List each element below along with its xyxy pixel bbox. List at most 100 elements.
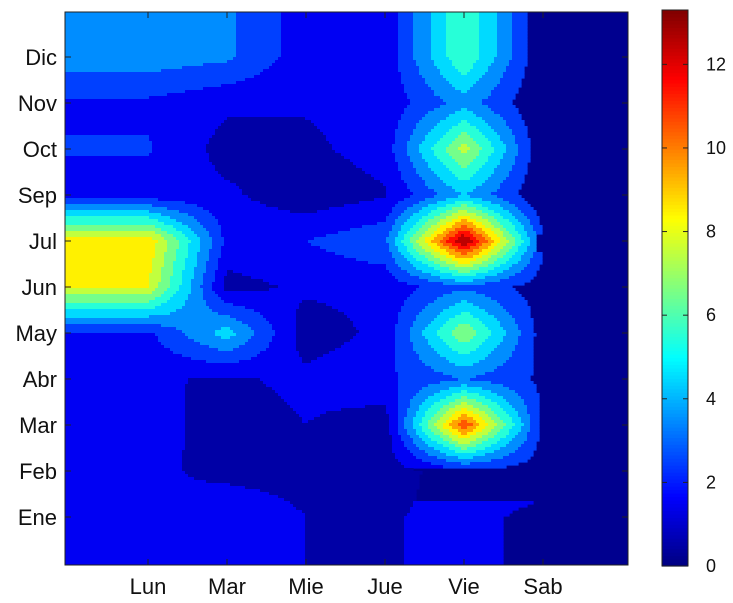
contour-band: [65, 342, 162, 346]
contour-band: [410, 189, 435, 193]
contour-band: [512, 12, 528, 16]
contour-band: [413, 162, 429, 166]
contour-band: [497, 39, 513, 43]
contour-band: [455, 201, 474, 205]
contour-band: [386, 192, 414, 196]
contour-band: [473, 228, 483, 232]
contour-band: [185, 414, 300, 418]
contour-band: [161, 342, 201, 346]
contour-band: [404, 546, 504, 550]
contour-band: [491, 399, 507, 403]
contour-band: [473, 417, 483, 421]
contour-band: [440, 381, 492, 385]
contour-band: [422, 246, 432, 250]
contour-band: [413, 33, 432, 37]
contour-band: [506, 120, 525, 124]
contour-band: [410, 240, 417, 244]
contour-band: [281, 33, 399, 37]
colorbar-swatch: [662, 395, 688, 400]
contour-band: [65, 270, 153, 274]
contour-band: [185, 438, 393, 442]
contour-band: [425, 399, 441, 403]
contour-band: [236, 24, 282, 28]
contour-band: [446, 42, 480, 46]
contour-band: [65, 105, 408, 109]
contour-band: [494, 348, 516, 352]
contour-band: [503, 336, 519, 340]
contour-band: [428, 204, 447, 208]
contour-band: [455, 174, 474, 178]
contour-band: [206, 261, 219, 265]
contour-band: [485, 135, 501, 139]
contour-band: [215, 129, 321, 133]
contour-band: [173, 261, 186, 265]
contour-band: [65, 60, 228, 64]
contour-band: [65, 450, 183, 454]
contour-band: [518, 207, 534, 211]
contour-band: [230, 315, 264, 319]
contour-band: [158, 336, 189, 340]
contour-band: [305, 525, 405, 529]
contour-band: [488, 414, 498, 418]
contour-band: [452, 375, 477, 379]
contour-band: [509, 453, 534, 457]
contour-band: [479, 240, 489, 244]
contour-band: [455, 255, 474, 259]
contour-band: [311, 120, 399, 124]
contour-band: [419, 435, 429, 439]
contour-band: [461, 219, 468, 223]
contour-band: [455, 279, 474, 283]
colorbar-swatch: [662, 513, 688, 518]
contour-band: [515, 216, 528, 220]
contour-band: [437, 441, 450, 445]
contour-band: [65, 189, 243, 193]
contour-band: [431, 147, 447, 151]
contour-band: [434, 126, 453, 130]
contour-band: [431, 345, 450, 349]
contour-band: [185, 420, 303, 424]
contour-band: [407, 147, 420, 151]
contour-band: [161, 69, 264, 73]
contour-band: [476, 81, 501, 85]
contour-band: [413, 165, 429, 169]
contour-band: [431, 42, 447, 46]
contour-band: [416, 60, 435, 64]
contour-band: [65, 279, 150, 283]
contour-band: [236, 27, 282, 31]
contour-band: [488, 405, 501, 409]
contour-band: [416, 168, 432, 172]
contour-band: [203, 87, 405, 91]
contour-band: [515, 159, 531, 163]
contour-band: [455, 411, 474, 415]
contour-band: [443, 405, 456, 409]
contour-band: [404, 525, 504, 529]
contour-band: [443, 243, 453, 247]
contour-band: [362, 168, 399, 172]
contour-band: [500, 78, 522, 82]
colorbar-swatch: [662, 517, 688, 522]
contour-band: [485, 120, 507, 124]
contour-band: [479, 150, 495, 154]
contour-band: [512, 426, 522, 430]
contour-band: [446, 102, 483, 106]
contour-band: [269, 492, 417, 496]
contour-band: [461, 204, 468, 208]
contour-band: [443, 426, 453, 430]
contour-band: [185, 90, 405, 94]
contour-band: [404, 426, 414, 430]
contour-band: [428, 339, 444, 343]
contour-band: [398, 312, 420, 316]
contour-band: [431, 225, 441, 229]
contour-band: [473, 423, 480, 427]
contour-band: [65, 291, 153, 295]
contour-band: [257, 354, 300, 358]
contour-band: [410, 510, 513, 514]
contour-band: [314, 237, 387, 241]
contour-band: [449, 144, 462, 148]
contour-band: [476, 186, 501, 190]
contour-band: [65, 489, 261, 493]
contour-band: [344, 204, 396, 208]
contour-band: [227, 60, 276, 64]
contour-band: [398, 33, 414, 37]
contour-band: [437, 174, 456, 178]
